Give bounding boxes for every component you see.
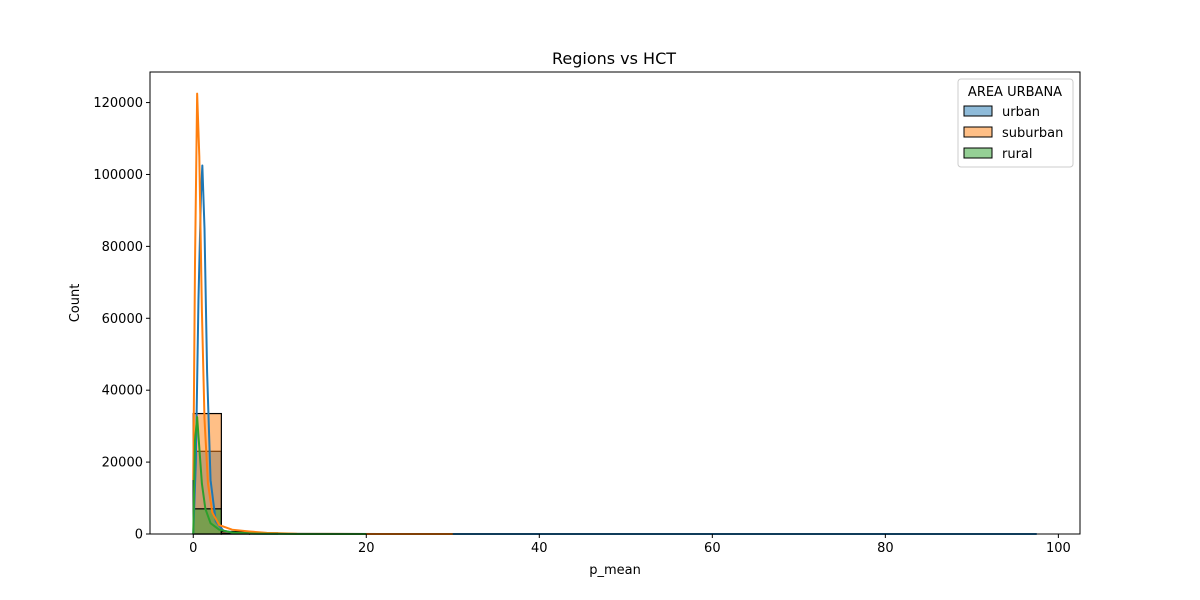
- legend-label-suburban: suburban: [1002, 126, 1063, 141]
- legend-swatch-rural: [963, 147, 993, 159]
- legend: AREA URBANA urban suburban rural: [957, 78, 1074, 168]
- legend-swatch-urban: [963, 105, 993, 117]
- y-tick-label: 20000: [102, 456, 143, 471]
- legend-swatch-suburban: [963, 126, 993, 138]
- kde-line-suburban: [192, 92, 453, 535]
- y-axis-label: Count: [68, 284, 83, 323]
- legend-title: AREA URBANA: [968, 85, 1062, 100]
- x-axis: 0 20 40 60 80 100: [189, 534, 1071, 556]
- y-tick-label: 80000: [102, 240, 143, 255]
- x-tick-label: 40: [531, 541, 548, 556]
- x-tick-label: 100: [1046, 541, 1071, 556]
- legend-items: urban suburban rural: [963, 105, 1063, 162]
- legend-label-urban: urban: [1002, 105, 1040, 120]
- y-tick-label: 100000: [93, 168, 143, 183]
- y-tick-label: 40000: [102, 384, 143, 399]
- kde-line-urban: [192, 164, 1037, 535]
- x-axis-label: p_mean: [589, 563, 641, 578]
- y-tick-label: 60000: [102, 312, 143, 327]
- x-tick-label: 0: [189, 541, 197, 556]
- plot-frame: [149, 71, 1081, 535]
- legend-label-rural: rural: [1002, 147, 1033, 162]
- chart-title: Regions vs HCT: [552, 49, 676, 68]
- plot-area: [192, 92, 1037, 535]
- legend-box: [957, 78, 1074, 168]
- x-tick-label: 60: [704, 541, 721, 556]
- y-tick-label: 0: [135, 528, 143, 543]
- x-tick-label: 80: [877, 541, 894, 556]
- x-tick-label: 20: [358, 541, 375, 556]
- y-tick-label: 120000: [93, 96, 143, 111]
- y-axis: 0 20000 40000 60000 80000 100000 120000: [93, 96, 150, 543]
